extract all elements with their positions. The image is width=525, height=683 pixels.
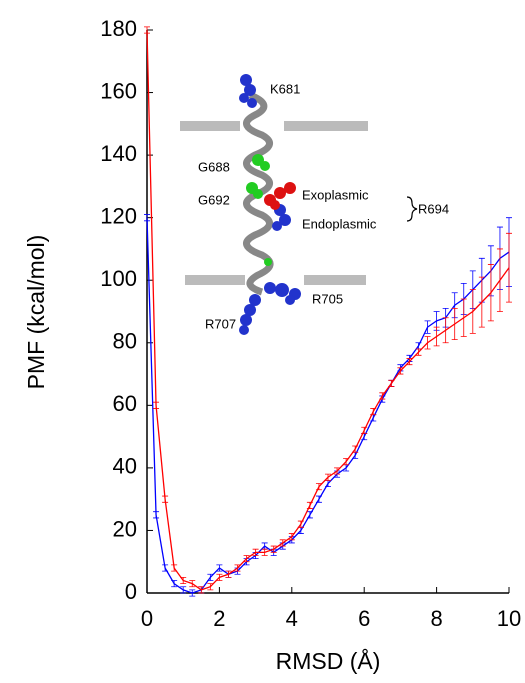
membrane-bar bbox=[284, 121, 368, 131]
x-axis-label: RMSD (Å) bbox=[276, 647, 381, 674]
x-tick-label: 2 bbox=[213, 606, 225, 631]
y-tick-label: 20 bbox=[113, 516, 137, 541]
membrane-bar bbox=[185, 275, 245, 285]
y-tick-label: 40 bbox=[113, 454, 137, 479]
x-tick-label: 8 bbox=[430, 606, 442, 631]
x-tick-label: 6 bbox=[358, 606, 370, 631]
y-tick-label: 140 bbox=[100, 141, 137, 166]
x-tick-label: 0 bbox=[141, 606, 153, 631]
y-tick-label: 0 bbox=[125, 579, 137, 604]
y-tick-label: 60 bbox=[113, 391, 137, 416]
y-tick-label: 160 bbox=[100, 78, 137, 103]
residue-red bbox=[264, 182, 296, 210]
y-tick-label: 100 bbox=[100, 266, 137, 291]
annotation: G688 bbox=[198, 159, 230, 174]
annotation: Exoplasmic bbox=[302, 187, 369, 202]
y-tick-label: 180 bbox=[100, 16, 137, 41]
series-line bbox=[146, 217, 510, 594]
series-line bbox=[146, 29, 510, 591]
annotation: G692 bbox=[198, 192, 230, 207]
annotation: R705 bbox=[312, 291, 343, 306]
residue-blue bbox=[239, 74, 301, 335]
y-axis-label: PMF (kcal/mol) bbox=[23, 235, 49, 390]
annotation: Endoplasmic bbox=[302, 216, 377, 231]
y-tick-label: 80 bbox=[113, 329, 137, 354]
residue-green bbox=[246, 154, 272, 266]
inset-molecule bbox=[180, 74, 418, 335]
brace bbox=[406, 196, 418, 222]
annotation: R707 bbox=[205, 316, 236, 331]
annotation: K681 bbox=[270, 81, 300, 96]
annotation: R694 bbox=[418, 201, 449, 216]
x-tick-label: 10 bbox=[497, 606, 521, 631]
membrane-bar bbox=[180, 121, 240, 131]
membrane-bar bbox=[304, 275, 366, 285]
x-tick-label: 4 bbox=[286, 606, 298, 631]
y-tick-label: 120 bbox=[100, 203, 137, 228]
